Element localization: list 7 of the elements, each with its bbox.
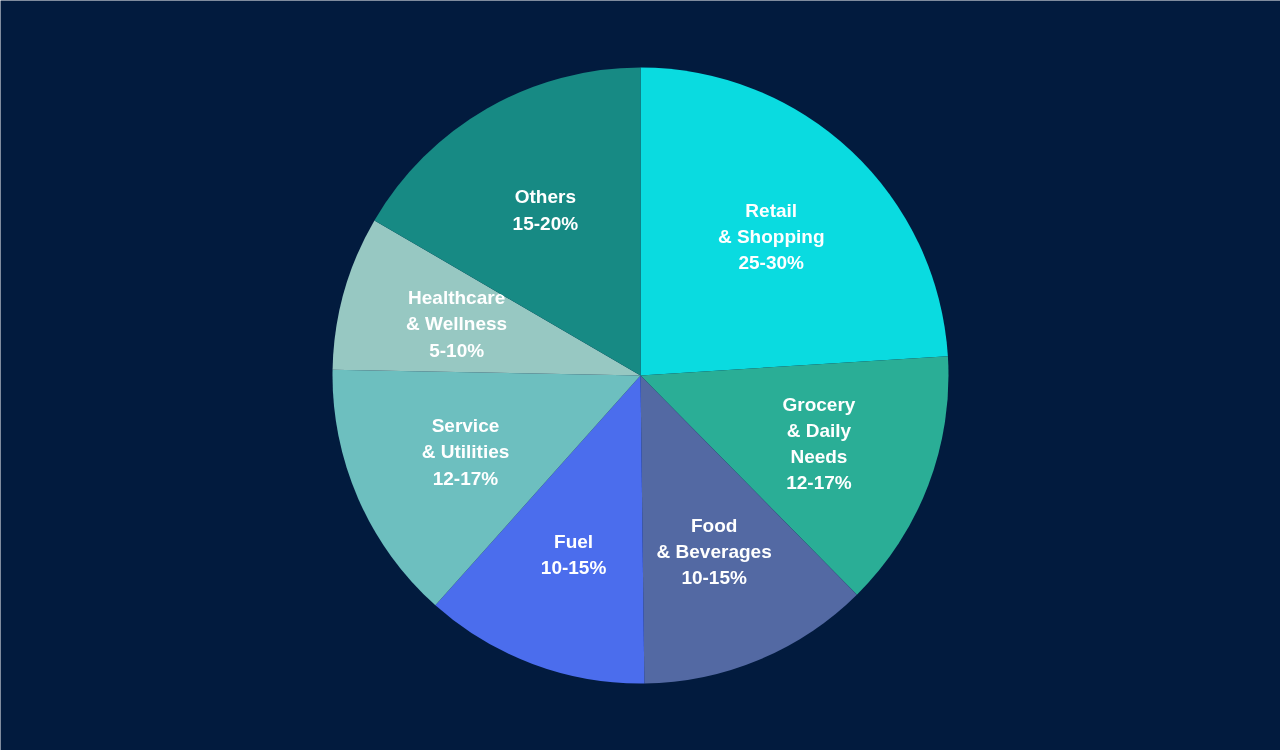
slice-label: Food & Beverages 10-15% xyxy=(656,514,772,589)
slice-label: Service & Utilities 12-17% xyxy=(421,415,510,489)
slice-label: Retail & Shopping 25-30% xyxy=(717,199,825,274)
slice-label: Fuel 10-15% xyxy=(540,530,607,578)
slice-label: Healthcare & Wellness 5-10% xyxy=(406,287,508,361)
slice-label: Grocery & Daily Needs 12-17% xyxy=(782,393,856,494)
slice-label: Others 15-20% xyxy=(512,186,579,234)
